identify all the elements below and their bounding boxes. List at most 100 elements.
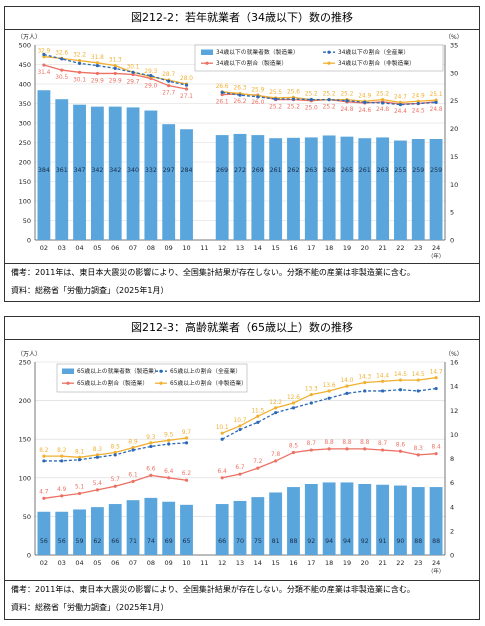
- legend-label: 65歳以上の割合（非製造業）: [170, 379, 247, 387]
- bar-value-label: 272: [234, 167, 246, 174]
- non-manufacturing-ratio-value-label: 14.3: [358, 375, 371, 381]
- bar-value-label: 92: [307, 538, 315, 545]
- bar: [73, 104, 86, 240]
- x-tick-label: 20: [361, 559, 369, 567]
- manufacturing-ratio-value-label: 24.8: [376, 107, 389, 113]
- non-manufacturing-ratio-value-label: 9.7: [182, 430, 192, 436]
- x-tick-label: 12: [218, 559, 226, 567]
- y-tick-label: 200: [19, 159, 31, 167]
- bar: [376, 137, 390, 240]
- non-manufacturing-ratio-value-label: 9.3: [146, 435, 156, 441]
- non-manufacturing-ratio-value-label: 14.4: [376, 373, 389, 379]
- total-ratio-point: [184, 441, 189, 445]
- bar: [215, 135, 229, 240]
- bar-value-label: 342: [91, 167, 103, 174]
- y-tick-label: 300: [19, 120, 31, 128]
- bar-value-label: 262: [287, 167, 299, 174]
- non-manufacturing-ratio-value-label: 25.9: [251, 88, 264, 94]
- bar: [37, 90, 51, 240]
- manufacturing-ratio-value-label: 8.8: [342, 440, 352, 446]
- y2-unit-label: （%）: [445, 34, 463, 41]
- manufacturing-ratio-value-label: 27.7: [162, 91, 175, 97]
- total-ratio-point: [327, 98, 331, 102]
- note-remark: 備考：2011年は、東日本大震災の影響により、全国集計結果が存在しない。分類不能…: [11, 585, 415, 594]
- x-tick-label: 07: [129, 559, 137, 567]
- total-ratio-point: [256, 420, 260, 424]
- bar: [37, 511, 51, 555]
- legend-label: 34歳以下の割合（全産業）: [338, 48, 409, 56]
- total-ratio-point: [363, 389, 367, 393]
- bar: [411, 138, 425, 240]
- total-ratio-point: [274, 411, 278, 415]
- bar-value-label: 347: [74, 167, 86, 174]
- non-manufacturing-ratio-value-label: 30.1: [127, 64, 140, 70]
- manufacturing-ratio-point: [77, 491, 82, 496]
- manufacturing-ratio-value-label: 6.6: [146, 466, 156, 472]
- non-manufacturing-ratio-value-label: 25.1: [430, 92, 443, 98]
- x-tick-label: 12: [218, 244, 226, 252]
- manufacturing-ratio-point: [60, 68, 64, 72]
- bar: [287, 137, 300, 240]
- bar-value-label: 69: [165, 538, 173, 545]
- y2-tick-label: 16: [450, 359, 458, 367]
- x-tick-label: 18: [325, 244, 333, 252]
- non-manufacturing-ratio-point: [77, 455, 82, 459]
- y-tick-label: 500: [19, 42, 31, 50]
- y-tick-label: 400: [19, 81, 31, 89]
- non-manufacturing-ratio-value-label: 10.1: [216, 425, 229, 431]
- manufacturing-ratio-point: [256, 466, 260, 470]
- bar: [73, 509, 86, 555]
- non-manufacturing-ratio-value-label: 28.0: [180, 76, 193, 82]
- non-manufacturing-ratio-value-label: 8.3: [93, 447, 103, 453]
- manufacturing-ratio-point: [345, 447, 349, 451]
- non-manufacturing-ratio-value-label: 14.0: [340, 378, 353, 384]
- non-manufacturing-ratio-value-label: 8.9: [128, 440, 138, 446]
- manufacturing-ratio-point: [113, 484, 117, 488]
- total-ratio-point: [60, 459, 64, 463]
- bar-value-label: 297: [163, 167, 175, 174]
- manufacturing-ratio-value-label: 24.8: [430, 107, 443, 113]
- bar-value-label: 62: [93, 538, 101, 545]
- bar-value-label: 56: [58, 538, 66, 545]
- non-manufacturing-ratio-point: [131, 446, 135, 450]
- total-ratio-point: [327, 396, 331, 400]
- note-source: 資料：総務省「労働力調査」（2025年1月）: [11, 286, 169, 295]
- y2-tick-label: 35: [450, 42, 458, 50]
- non-manufacturing-ratio-point: [77, 59, 82, 63]
- x-tick-label: 15: [272, 244, 280, 252]
- bar: [126, 107, 140, 241]
- non-manufacturing-ratio-value-label: 12.2: [269, 400, 282, 406]
- bar-value-label: 94: [343, 538, 351, 545]
- manufacturing-ratio-value-label: 8.6: [396, 442, 406, 448]
- bar-value-label: 92: [361, 538, 369, 545]
- note-source: 資料：総務省「労働力調査」（2025年1月）: [11, 603, 169, 612]
- manufacturing-ratio-point: [434, 452, 438, 456]
- x-unit-label: （年）: [428, 252, 445, 260]
- bar: [251, 135, 265, 240]
- manufacturing-ratio-point: [149, 473, 153, 477]
- x-tick-label: 24: [432, 244, 440, 252]
- non-manufacturing-ratio-point: [42, 55, 46, 59]
- x-tick-label: 13: [236, 559, 244, 567]
- bar-value-label: 269: [216, 167, 228, 174]
- bar: [358, 483, 372, 555]
- total-ratio-point: [60, 57, 64, 61]
- x-tick-label: 03: [58, 559, 66, 567]
- x-unit-label: （年）: [428, 567, 445, 575]
- non-manufacturing-ratio-point: [381, 98, 385, 102]
- non-manufacturing-ratio-value-label: 13.6: [323, 383, 336, 389]
- bar-value-label: 269: [252, 167, 264, 174]
- bar-value-label: 74: [147, 538, 155, 545]
- manufacturing-ratio-value-label: 27.1: [180, 94, 193, 100]
- manufacturing-ratio-value-label: 5.1: [75, 484, 85, 490]
- non-manufacturing-ratio-point: [291, 401, 296, 405]
- x-tick-label: 17: [307, 244, 315, 252]
- total-ratio-point: [309, 98, 313, 102]
- non-manufacturing-ratio-point: [381, 379, 385, 383]
- bar-value-label: 284: [181, 167, 193, 174]
- total-ratio-point: [398, 103, 403, 107]
- bar: [180, 504, 193, 555]
- non-manufacturing-ratio-value-label: 31.8: [91, 55, 104, 61]
- manufacturing-ratio-value-label: 26.2: [234, 99, 247, 105]
- legend-marker: [159, 381, 163, 385]
